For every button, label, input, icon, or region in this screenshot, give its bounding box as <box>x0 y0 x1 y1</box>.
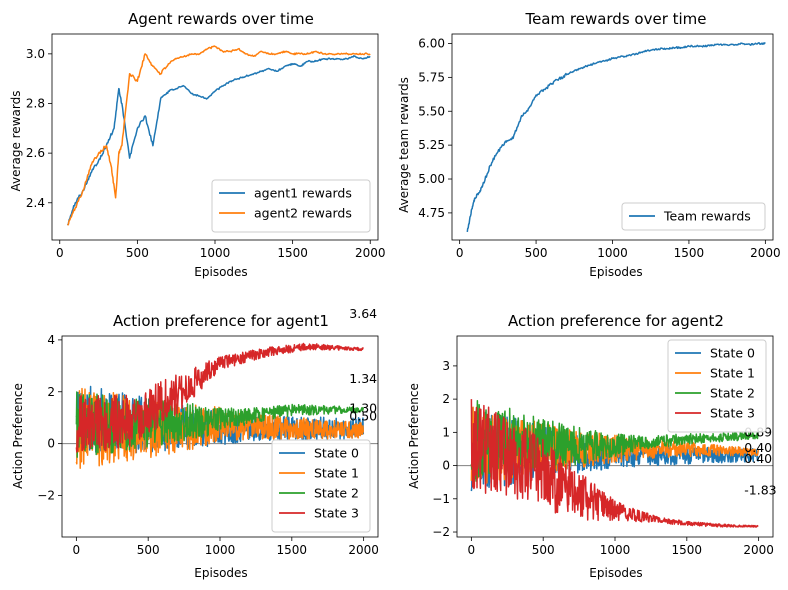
legend-box <box>271 439 371 533</box>
panel-agent-rewards: Agent rewards over time Episodes Average… <box>9 10 314 279</box>
legend-label: State 2 <box>314 486 359 501</box>
y-tick-label: 4 <box>47 333 55 347</box>
x-tick-label: 1500 <box>277 246 308 260</box>
legend-label: State 1 <box>314 466 359 481</box>
plot-0: 0 500 1000 1500 2000 2.4 2.6 2.8 3.0 agent1 rewar… <box>26 33 386 260</box>
value-annotation: 1.30 <box>349 401 377 416</box>
legend-label: State 3 <box>710 406 755 421</box>
x-tick-label: 0 <box>468 543 476 557</box>
x-tick-label: 0 <box>56 246 64 260</box>
y-axis-label: Average team rewards <box>397 77 411 213</box>
x-tick-label: 2000 <box>355 246 386 260</box>
legend-label: State 2 <box>710 386 755 401</box>
y-tick-label: 0 <box>47 437 55 451</box>
y-tick-label: 5.50 <box>418 104 445 118</box>
chart-title: Team rewards over time <box>524 10 706 28</box>
y-axis-label: Action Preference <box>11 383 25 489</box>
series-line-agent1-rewards <box>66 55 371 226</box>
x-axis-label: Episodes <box>589 265 642 279</box>
x-axis-label: Episodes <box>589 566 642 580</box>
plot-3: 0500100015002000−2−101230.890.400.40-1.8… <box>432 335 777 557</box>
value-annotation: -1.83 <box>744 482 776 497</box>
plot-1: 0 500 1000 1500 2000 4.75 5.00 5.25 5.50 5.75 6.00… <box>418 33 781 260</box>
legend-label: State 0 <box>710 346 755 361</box>
legend-label: State 1 <box>710 366 755 381</box>
x-tick-label: 2000 <box>750 246 781 260</box>
legend: State 0 State 1 State 2 State 3 <box>667 339 767 433</box>
legend-label: State 3 <box>314 506 359 521</box>
value-annotation: 3.64 <box>349 306 377 321</box>
x-tick-label: 1000 <box>205 543 236 557</box>
y-tick-label: 5.75 <box>418 70 445 84</box>
x-tick-label: 1500 <box>672 543 703 557</box>
y-tick-label: 5.25 <box>418 138 445 152</box>
value-annotation: 1.34 <box>349 371 377 386</box>
y-tick-label: 1 <box>442 425 450 439</box>
y-tick-label: 2.8 <box>26 96 45 110</box>
series-group <box>75 342 365 469</box>
y-tick-label: −2 <box>432 525 450 539</box>
legend-label: State 0 <box>314 446 359 461</box>
series-group <box>470 399 760 528</box>
value-annotation: 0.40 <box>744 451 772 466</box>
legend-label: agent2 rewards <box>254 206 352 221</box>
y-tick-label: 4.75 <box>418 206 445 220</box>
value-annotation: 0.40 <box>744 440 772 455</box>
y-tick-label: 3.0 <box>26 47 45 61</box>
panel-agent2-preference: Action preference for agent2 Episodes Ac… <box>407 312 724 580</box>
x-axis-label: Episodes <box>194 265 247 279</box>
x-tick-label: 1000 <box>600 543 631 557</box>
y-axis-label: Average rewards <box>9 91 23 192</box>
y-axis-label: Action Preference <box>407 383 421 489</box>
y-tick-label: 2 <box>442 392 450 406</box>
x-tick-label: 2000 <box>348 543 379 557</box>
x-tick-label: 1000 <box>200 246 231 260</box>
series-group <box>66 45 371 226</box>
x-tick-label: 500 <box>126 246 149 260</box>
y-tick-label: 0 <box>442 459 450 473</box>
legend: Team rewards <box>621 202 766 231</box>
panel-team-rewards: Team rewards over time Episodes Average … <box>397 10 707 279</box>
x-tick-label: 1500 <box>277 543 308 557</box>
y-tick-label: 3 <box>442 359 450 373</box>
legend-label: Team rewards <box>663 209 751 224</box>
plot-2: 0 500 1000 1500 2000 −2 0 2 4 3.64 1.34 1.300.50 Sta… <box>37 306 379 557</box>
series-line-team-rewards <box>466 42 766 232</box>
legend-box <box>667 339 767 433</box>
series-line-agent2-rewards <box>67 45 371 226</box>
panel-agent1-preference: Action preference for agent1 Episodes Ac… <box>11 312 329 580</box>
y-tick-label: −1 <box>432 492 450 506</box>
series-line-state-3 <box>470 399 759 528</box>
y-tick-label: 5.00 <box>418 172 445 186</box>
value-annotation: 0.50 <box>349 408 377 423</box>
x-tick-label: 2000 <box>743 543 774 557</box>
x-tick-label: 500 <box>137 543 160 557</box>
x-axis-label: Episodes <box>194 566 247 580</box>
series-line-state-3 <box>75 342 364 453</box>
legend-box <box>621 202 766 231</box>
x-tick-label: 500 <box>525 246 548 260</box>
chart-title: Action preference for agent1 <box>113 312 329 330</box>
series-group <box>466 42 766 232</box>
chart-title: Action preference for agent2 <box>508 312 724 330</box>
legend-label: agent1 rewards <box>254 186 352 201</box>
legend: agent1 rewards agent2 rewards <box>211 179 371 233</box>
x-tick-label: 1000 <box>597 246 628 260</box>
x-tick-label: 1500 <box>674 246 705 260</box>
chart-title: Agent rewards over time <box>128 10 314 28</box>
legend: State 0 State 1 State 2 State 3 <box>271 439 371 533</box>
y-tick-label: 2 <box>47 385 55 399</box>
x-tick-label: 0 <box>73 543 81 557</box>
x-tick-label: 500 <box>532 543 555 557</box>
y-tick-label: −2 <box>37 489 55 503</box>
y-tick-label: 2.6 <box>26 146 45 160</box>
x-tick-label: 0 <box>456 246 464 260</box>
y-tick-label: 2.4 <box>26 196 45 210</box>
y-tick-label: 6.00 <box>418 36 445 50</box>
legend-box <box>211 179 371 233</box>
